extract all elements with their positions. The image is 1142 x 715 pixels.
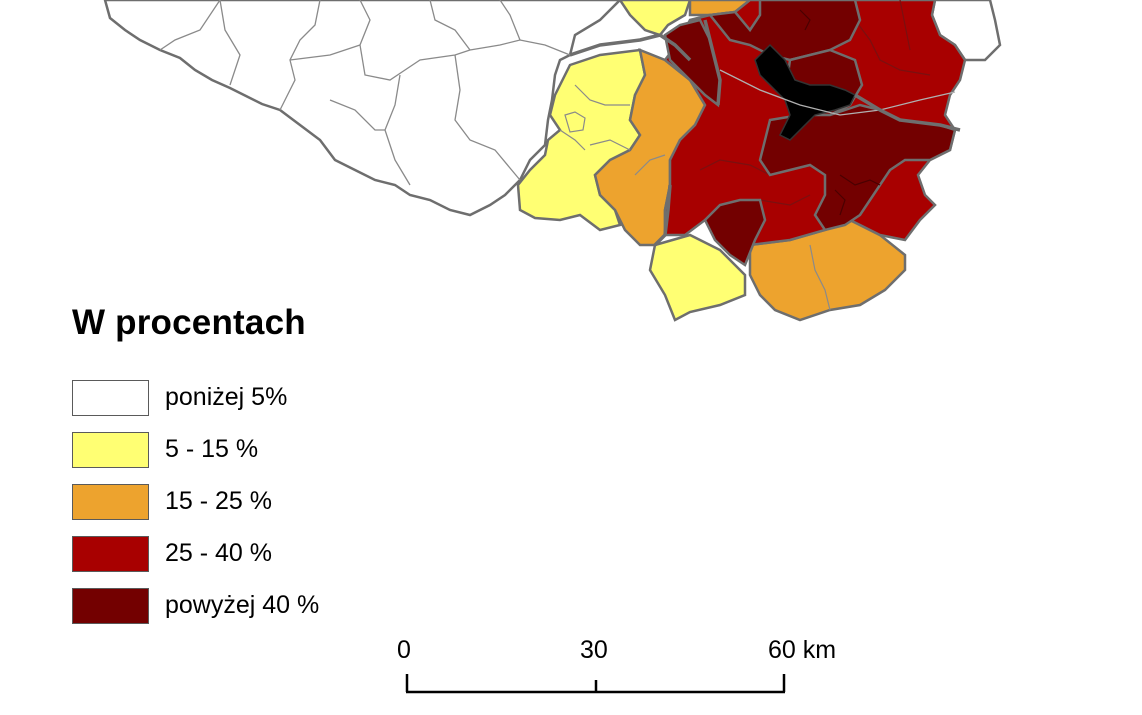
region-5-15 [516, 0, 747, 322]
scale-label-60: 60 km [768, 636, 837, 664]
legend-label: 5 - 15 % [165, 435, 259, 463]
legend-label: 25 - 40 % [165, 539, 273, 567]
river [719, 69, 956, 116]
scale-label-30: 30 [580, 636, 608, 664]
legend-label: poniżej 5% [165, 383, 288, 411]
orange-inner-borders [589, 139, 831, 311]
legend-swatch [72, 432, 149, 468]
scale-bar [405, 674, 786, 694]
darkred-inner-borders [799, 9, 881, 216]
legend-swatch [72, 588, 149, 624]
district-boundaries [569, 19, 961, 247]
legend-title: W procentach [72, 303, 306, 342]
legend-label: powyżej 40 % [165, 591, 320, 619]
region-inner-borders [159, 0, 571, 186]
yellow-inner-borders [559, 84, 630, 151]
legend-swatch [72, 380, 149, 416]
scale-label-0: 0 [397, 636, 411, 664]
legend-swatch [72, 536, 149, 572]
legend-swatch [72, 484, 149, 520]
legend-label: 15 - 25 % [165, 487, 273, 515]
red-inner-borders [699, 0, 931, 206]
